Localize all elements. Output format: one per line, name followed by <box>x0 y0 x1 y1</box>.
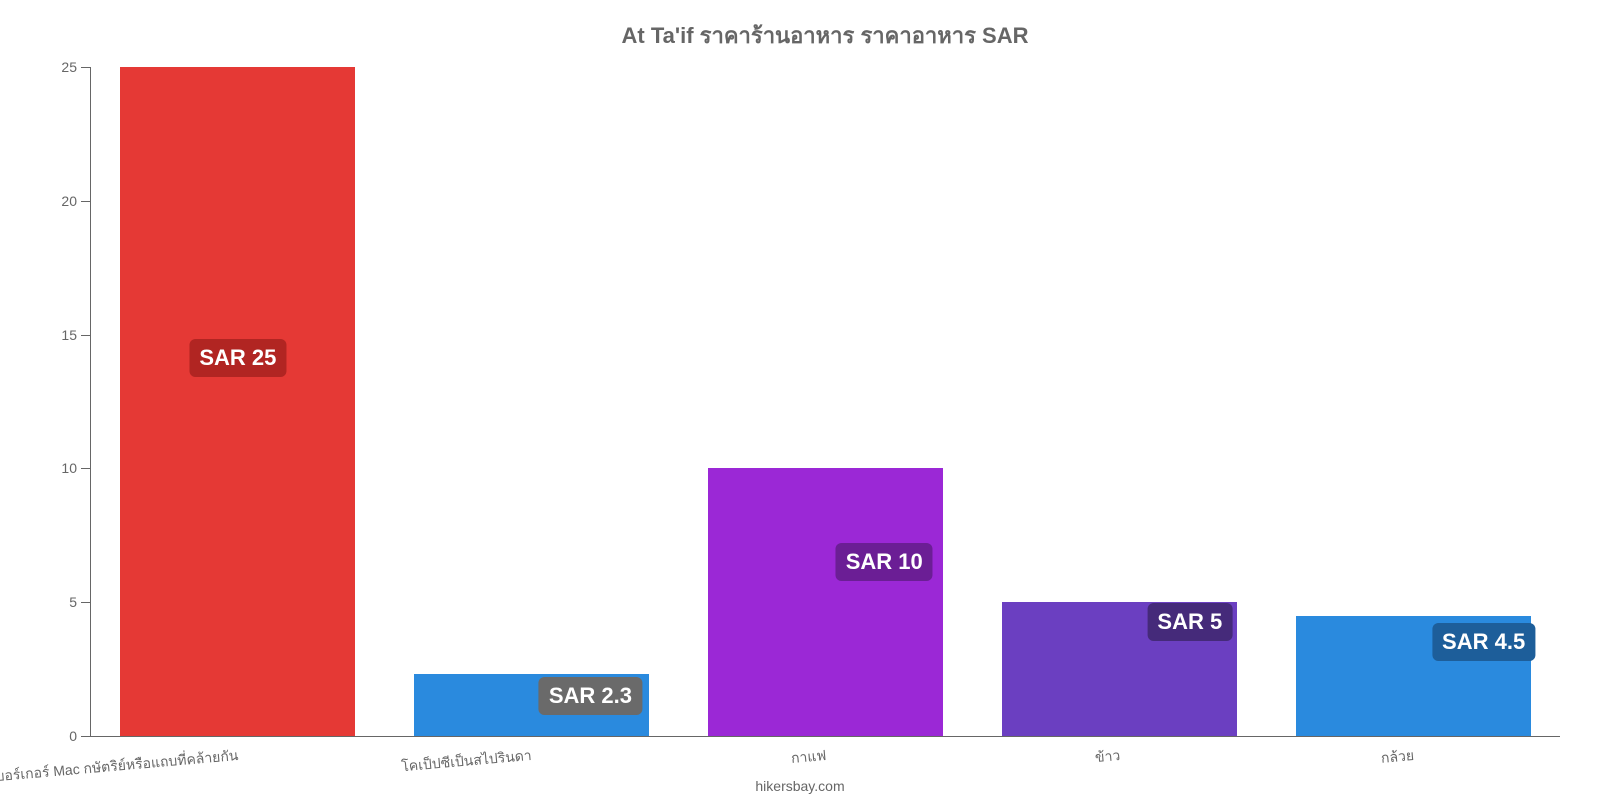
x-axis-category-label: เบอร์เกอร์ Mac กษัตริย์หรือแถบที่คล้ายกั… <box>0 745 239 789</box>
bar-value-badge: SAR 5 <box>1147 603 1232 641</box>
y-axis-tick-label: 20 <box>61 193 91 209</box>
y-axis-tick-label: 25 <box>61 59 91 75</box>
attribution-text: hikersbay.com <box>755 778 844 794</box>
x-axis-category-label: กล้วย <box>1380 745 1415 770</box>
y-axis-tick-label: 5 <box>69 594 91 610</box>
y-axis-tick-label: 10 <box>61 460 91 476</box>
bar-value-badge: SAR 2.3 <box>539 677 642 715</box>
bar <box>708 468 943 736</box>
bars-layer: SAR 25 SAR 2.3 SAR 10 SAR 5 SAR 4.5 <box>91 67 1560 736</box>
x-axis-category-label: กาแฟ <box>790 745 827 770</box>
bar-value-badge: SAR 10 <box>836 543 933 581</box>
chart-title: At Ta'if ราคาร้านอาหาร ราคาอาหาร SAR <box>90 18 1560 53</box>
plot-area: SAR 25SAR 2.3SAR 10SAR 5SAR 4.5 05101520… <box>90 67 1560 737</box>
x-axis-labels: เบอร์เกอร์ Mac กษัตริย์หรือแถบที่คล้ายกั… <box>90 737 1560 777</box>
y-axis-tick-label: 0 <box>69 728 91 744</box>
x-axis-category-label: ข้าว <box>1094 745 1121 769</box>
y-axis-tick-label: 15 <box>61 327 91 343</box>
chart-container: At Ta'if ราคาร้านอาหาร ราคาอาหาร SAR SAR… <box>0 0 1600 800</box>
x-axis-category-label: โคเป็ปซีเป็นสไปรินดา <box>401 745 533 778</box>
bar-value-badge: SAR 25 <box>189 339 286 377</box>
bar-value-badge: SAR 4.5 <box>1432 623 1535 661</box>
bar <box>120 67 355 736</box>
